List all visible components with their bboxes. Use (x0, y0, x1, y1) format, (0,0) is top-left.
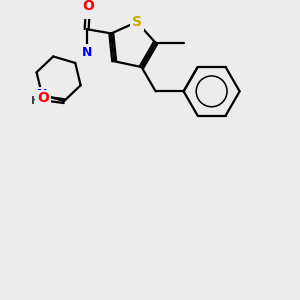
Text: S: S (132, 15, 142, 29)
Text: O: O (82, 0, 94, 13)
Text: H: H (31, 96, 40, 106)
Text: N: N (37, 88, 47, 101)
Text: O: O (37, 91, 49, 105)
Text: N: N (81, 46, 92, 59)
